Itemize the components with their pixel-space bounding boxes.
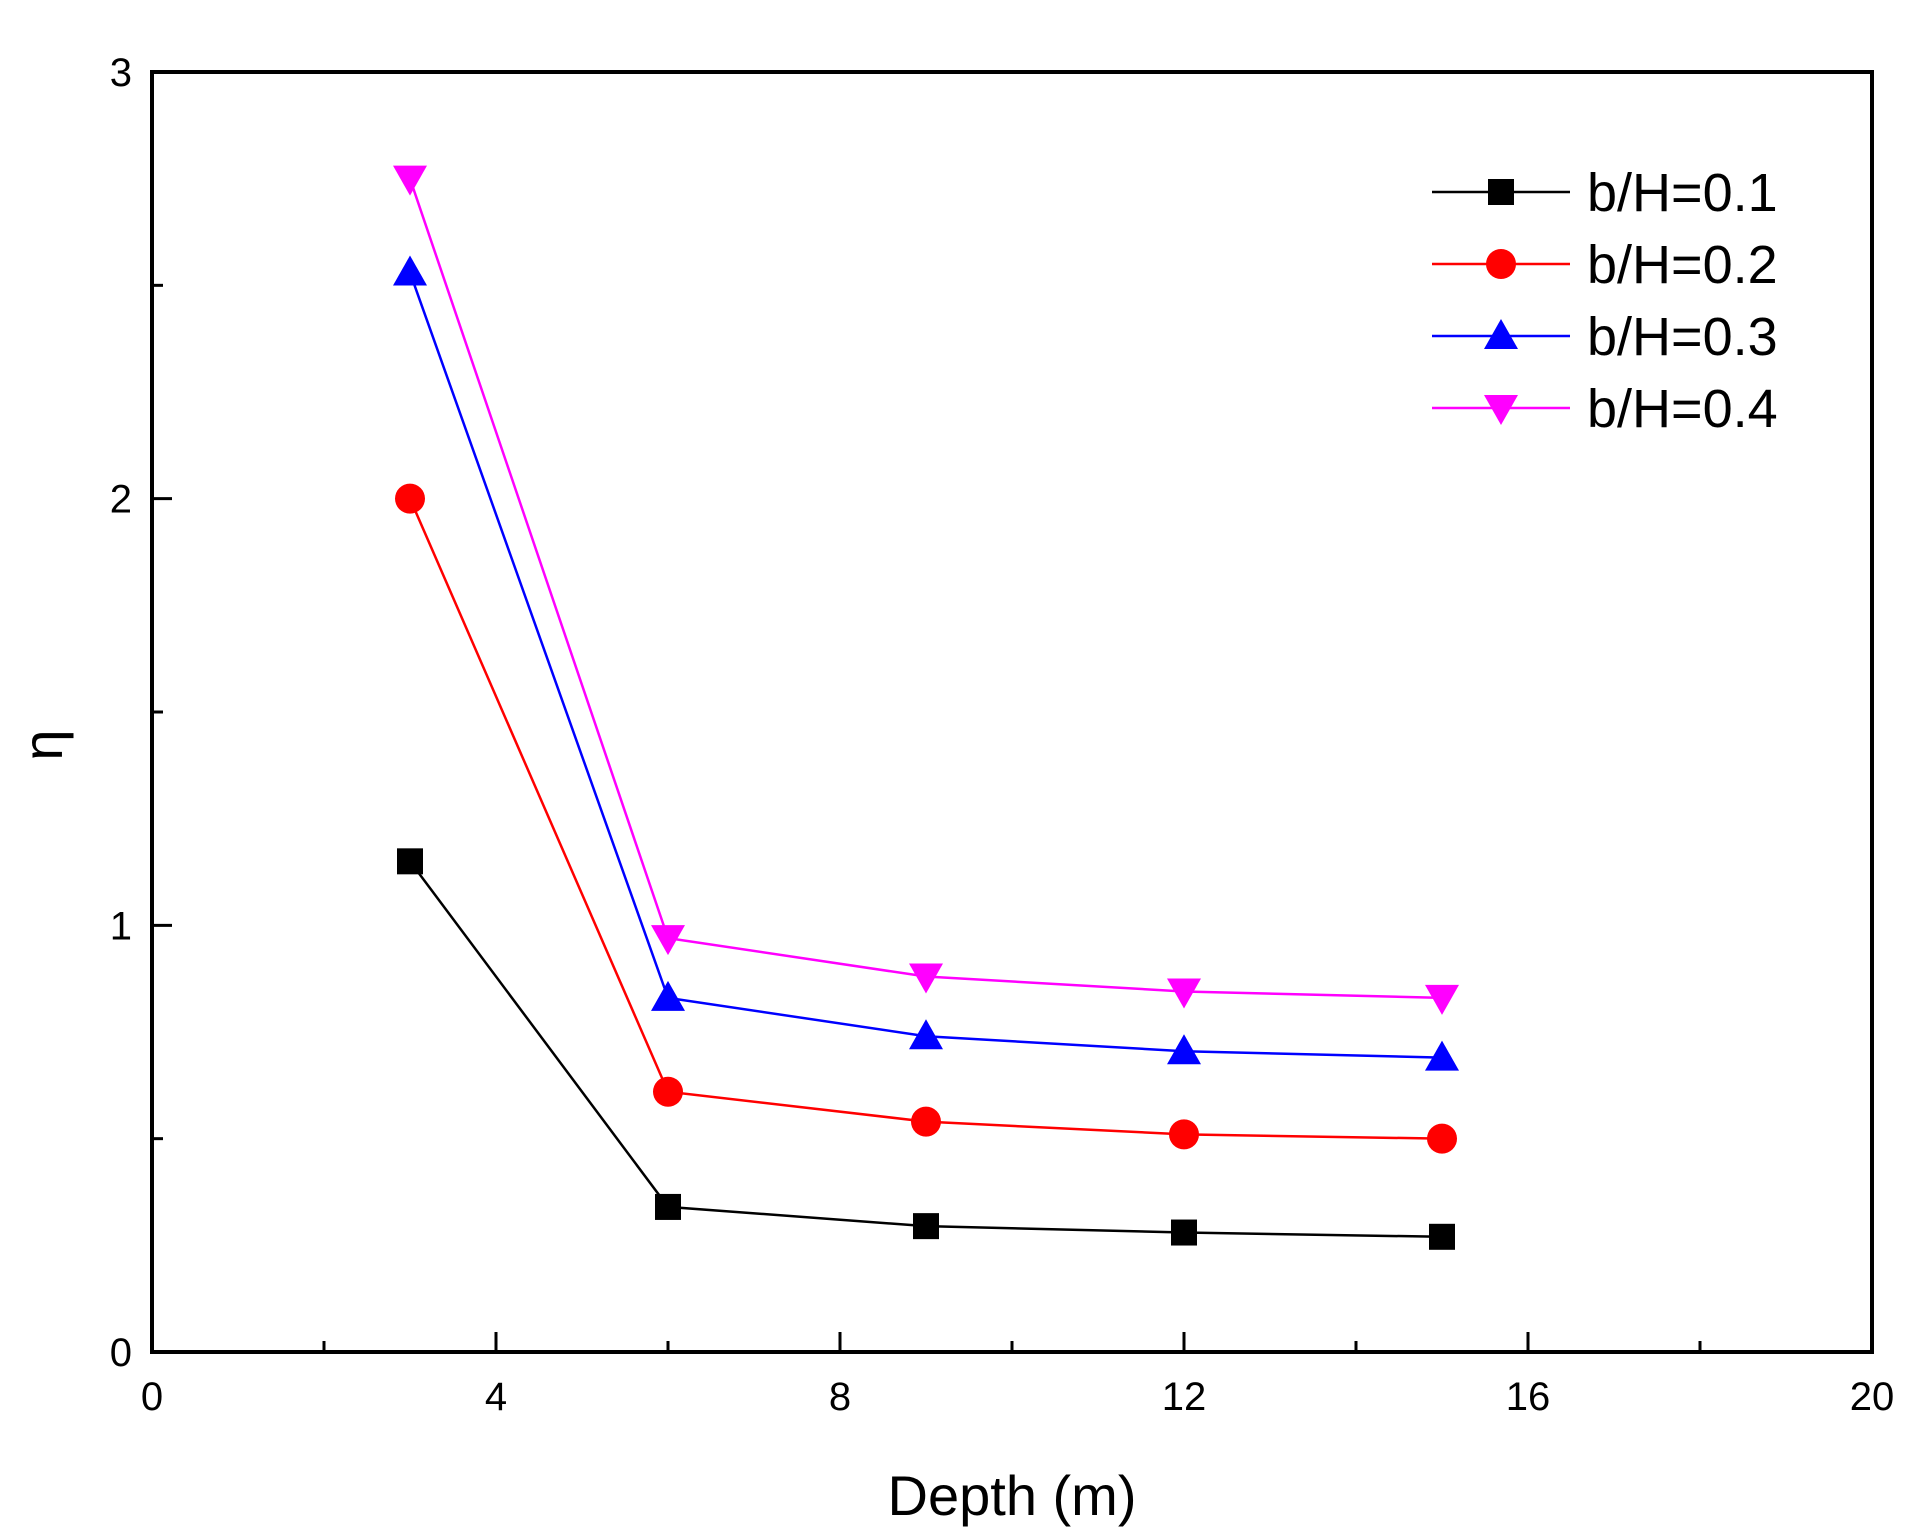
legend-label: b/H=0.3 bbox=[1587, 307, 1778, 367]
data-point bbox=[1171, 1219, 1197, 1246]
data-point bbox=[913, 1213, 939, 1240]
data-point bbox=[1427, 1123, 1457, 1154]
data-point bbox=[653, 1076, 683, 1107]
legend-marker bbox=[1484, 319, 1518, 349]
series-line bbox=[408, 272, 1443, 1059]
data-point bbox=[909, 1019, 943, 1050]
legend-label: b/H=0.4 bbox=[1587, 379, 1778, 439]
series-b/H=0.3 bbox=[393, 255, 1459, 1071]
data-point bbox=[1425, 984, 1459, 1015]
legend-marker bbox=[1486, 249, 1516, 279]
data-point bbox=[651, 925, 685, 956]
data-point bbox=[393, 255, 427, 286]
legend-marker bbox=[1488, 179, 1514, 205]
x-tick-label: 8 bbox=[829, 1375, 851, 1419]
x-tick-labels: 0 4 8 12 16 20 bbox=[141, 1375, 1894, 1419]
series-b/H=0.2 bbox=[395, 483, 1457, 1154]
data-point bbox=[909, 963, 943, 994]
y-tick-label: 1 bbox=[110, 904, 132, 948]
data-point bbox=[911, 1106, 941, 1137]
data-point bbox=[1167, 1034, 1201, 1065]
series-b/H=0.4 bbox=[393, 165, 1459, 1015]
x-tick-label: 0 bbox=[141, 1375, 163, 1419]
legend-item: b/H=0.3 bbox=[1432, 307, 1778, 367]
y-axis-title: η bbox=[11, 729, 74, 760]
minor-ticks bbox=[152, 283, 1702, 1352]
major-ticks bbox=[150, 70, 1874, 1354]
series-line bbox=[408, 178, 1443, 1000]
x-axis-title: Depth (m) bbox=[888, 1464, 1137, 1527]
legend-label: b/H=0.2 bbox=[1587, 235, 1778, 295]
y-tick-labels: 0 1 2 3 bbox=[110, 51, 132, 1375]
data-point bbox=[1425, 1040, 1459, 1071]
y-tick-label: 3 bbox=[110, 51, 132, 95]
data-point bbox=[651, 980, 685, 1011]
data-point bbox=[397, 848, 423, 875]
data-point bbox=[393, 165, 427, 196]
x-tick-label: 4 bbox=[485, 1375, 507, 1419]
legend-item: b/H=0.1 bbox=[1432, 163, 1778, 223]
series-layer bbox=[393, 165, 1459, 1250]
x-tick-label: 20 bbox=[1850, 1375, 1895, 1419]
x-tick-label: 16 bbox=[1506, 1375, 1551, 1419]
data-point bbox=[1167, 978, 1201, 1009]
data-point bbox=[655, 1193, 681, 1220]
legend-item: b/H=0.2 bbox=[1432, 235, 1778, 295]
legend-item: b/H=0.4 bbox=[1432, 379, 1778, 439]
data-point bbox=[1169, 1119, 1199, 1150]
series-b/H=0.1 bbox=[397, 848, 1455, 1250]
x-tick-label: 12 bbox=[1162, 1375, 1207, 1419]
legend-label: b/H=0.1 bbox=[1587, 163, 1778, 223]
legend-marker bbox=[1484, 395, 1518, 425]
y-tick-label: 0 bbox=[110, 1331, 132, 1375]
data-point bbox=[395, 483, 425, 514]
legend: b/H=0.1 b/H=0.2 b/H=0.3 b/H=0.4 bbox=[1432, 163, 1778, 439]
data-point bbox=[1429, 1223, 1455, 1250]
y-tick-label: 2 bbox=[110, 478, 132, 522]
